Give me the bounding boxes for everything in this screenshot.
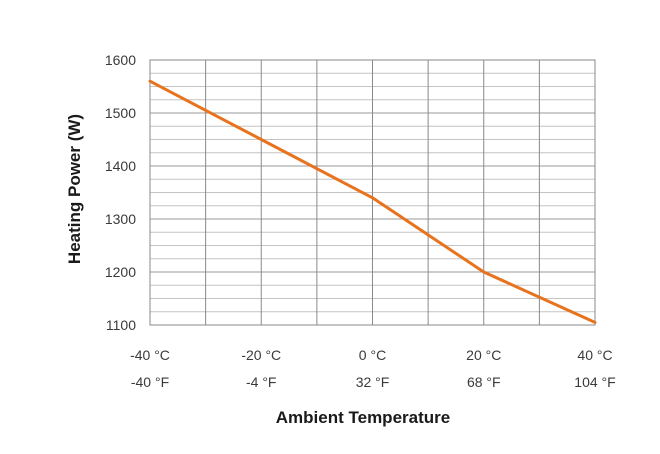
y-tick-label: 1300: [105, 211, 136, 227]
y-tick-label: 1500: [105, 105, 136, 121]
y-tick-labels: 1100 1200 1300 1400 1500 1600: [105, 52, 136, 333]
x-tick-label-celsius: -40 °C: [130, 347, 170, 363]
y-tick-label: 1100: [106, 317, 136, 333]
heating-power-line: [148, 79, 597, 324]
y-tick-label: 1200: [105, 264, 136, 280]
x-tick-label-celsius: 40 °C: [577, 347, 612, 363]
y-axis-label: Heating Power (W): [65, 114, 84, 264]
y-tick-label: 1600: [105, 52, 136, 68]
x-tick-labels: -40 °C -40 °F -20 °C -4 °F 0 °C 32 °F 20 °C 68 …: [130, 347, 616, 390]
x-axis-label: Ambient Temperature: [276, 408, 450, 427]
x-tick-label-fahrenheit: -4 °F: [246, 374, 277, 390]
x-tick-label-celsius: -20 °C: [241, 347, 281, 363]
x-tick-label-fahrenheit: 104 °F: [574, 374, 615, 390]
plot-frame: [149, 59, 596, 326]
x-tick-label-fahrenheit: 68 °F: [467, 374, 501, 390]
y-tick-label: 1400: [105, 158, 136, 174]
x-tick-label-celsius: 0 °C: [359, 347, 386, 363]
x-tick-label-fahrenheit: 32 °F: [356, 374, 390, 390]
x-tick-label-fahrenheit: -40 °F: [131, 374, 169, 390]
x-tick-label-celsius: 20 °C: [466, 347, 501, 363]
grid: [149, 59, 596, 326]
